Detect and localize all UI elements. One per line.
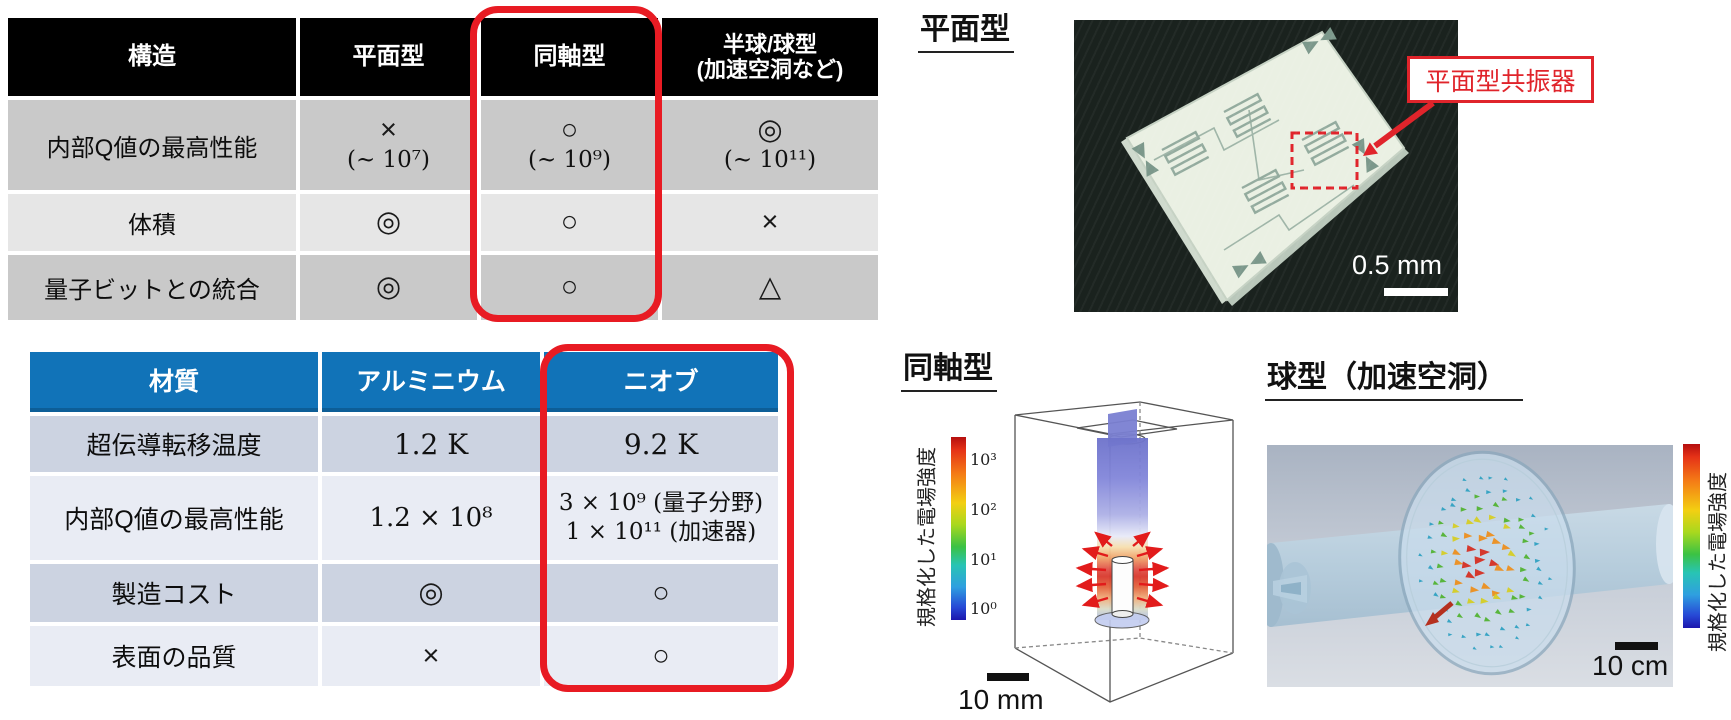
table1-cell: ○ [481, 255, 658, 320]
efield-arrows [1075, 531, 1170, 608]
coaxial-section-title: 同軸型 [901, 343, 997, 392]
table1-header-line1: 半球/球型 [722, 31, 818, 57]
rating-symbol: ◎ [375, 206, 402, 239]
table1-header-text: 同軸型 [533, 43, 606, 71]
table2-row-label: 表面の品質 [30, 626, 318, 686]
planar-section-title: 平面型 [918, 4, 1014, 53]
planar-scale-bar [1384, 288, 1448, 296]
spherical-section-title: 球型（加速空洞） [1265, 352, 1523, 401]
planar-resonator-callout: 平面型共振器 [1407, 56, 1594, 103]
coaxial-colorbar [951, 437, 966, 620]
table2-cell: ○ [544, 626, 778, 686]
rating-symbol: ○ [560, 206, 579, 239]
table2-cell: 1.2 × 10⁸ [322, 476, 540, 560]
table2-cell: ◎ [322, 564, 540, 622]
coaxial-column-highlight [470, 6, 662, 322]
rating-symbol: × [761, 206, 779, 239]
spherical-cavity-figure [1267, 445, 1673, 687]
table1-cell: ◎ [300, 255, 477, 320]
structure-comparison-table: 構造 平面型 同軸型 半球/球型 (加速空洞など) 内部Q値の最高性能 × (~… [8, 18, 878, 320]
table1-cell: △ [662, 255, 878, 320]
temperature-value: 9.2 K [623, 427, 699, 461]
rating-symbol: △ [758, 271, 782, 304]
table1-header-spherical: 半球/球型 (加速空洞など) [662, 18, 878, 96]
colorbar-tick: 10² [970, 500, 997, 519]
q-value: (~ 10¹¹) [723, 146, 817, 173]
rating-symbol: × [422, 639, 440, 672]
table1-cell: × [662, 194, 878, 251]
table1-cell: ◎ [300, 194, 477, 251]
spherical-colorbar-label: 規格化した電場強度 [1707, 472, 1730, 652]
field-arrow-glyphs [1418, 476, 1553, 650]
table1-header-line2: (加速空洞など) [696, 57, 844, 82]
rating-symbol: ◎ [375, 271, 402, 304]
q-value-line2: 1 × 10¹¹ (加速器) [565, 519, 757, 545]
material-comparison-table: 材質 アルミニウム ニオブ 超伝導転移温度 1.2 K 9.2 K 内部Q値の最… [30, 352, 778, 686]
table2-header-text: 材質 [148, 368, 199, 396]
rating-symbol: × [380, 114, 397, 147]
table2-cell: ○ [544, 564, 778, 622]
coaxial-scale-label: 10 mm [958, 684, 1044, 715]
table1-cell: ○ [481, 194, 658, 251]
table1-row-label: 量子ビットとの統合 [8, 255, 296, 320]
red-field-arrow [1425, 601, 1454, 626]
table1-cell: ◎ (~ 10¹¹) [662, 100, 878, 190]
table1-header-structure: 構造 [8, 18, 296, 96]
rating-symbol: ○ [560, 114, 579, 147]
coaxial-colorbar-label: 規格化した電場強度 [916, 447, 939, 627]
table2-row-label: 超伝導転移温度 [30, 416, 318, 472]
table1-header-coaxial: 同軸型 [481, 18, 658, 96]
rating-symbol: ◎ [418, 576, 444, 609]
table1-header-text: 平面型 [352, 43, 425, 71]
table1-cell: ○ (~ 10⁹) [481, 100, 658, 190]
table2-header-material: 材質 [30, 352, 318, 412]
table2-row-label: 製造コスト [30, 564, 318, 622]
spherical-cavity-drawing [1267, 450, 1673, 676]
table2-header-aluminum: アルミニウム [322, 352, 540, 412]
table1-header-text: 構造 [128, 43, 176, 71]
temperature-value: 1.2 K [393, 427, 469, 461]
spherical-scale-label: 10 cm [1592, 650, 1669, 681]
table2-cell: 3 × 10⁹ (量子分野) 1 × 10¹¹ (加速器) [544, 476, 778, 560]
callout-arrow-icon [1363, 100, 1435, 156]
planar-chip-drawing [1121, 26, 1409, 306]
rating-symbol: ○ [652, 639, 670, 672]
rating-symbol: ○ [652, 576, 670, 609]
chip-die [1125, 30, 1406, 302]
coaxial-simulation-figure [1014, 401, 1234, 703]
field-fin [1108, 409, 1137, 447]
table2-header-niobium: ニオブ [544, 352, 778, 412]
table1-row-label: 体積 [8, 194, 296, 251]
table2-cell: 1.2 K [322, 416, 540, 472]
cavity-disk [1398, 450, 1576, 676]
table2-row-label: 内部Q値の最高性能 [30, 476, 318, 560]
table2-cell: × [322, 626, 540, 686]
table1-cell: × (~ 10⁷) [300, 100, 477, 190]
planar-chip-photo [1074, 20, 1458, 312]
table1-row-label: 内部Q値の最高性能 [8, 100, 296, 190]
rating-symbol: ○ [560, 271, 579, 304]
table2-cell: 9.2 K [544, 416, 778, 472]
table2-header-text: ニオブ [623, 368, 699, 396]
spherical-scale-bar [1615, 642, 1658, 650]
q-value: 1.2 × 10⁸ [369, 503, 493, 533]
rating-symbol: ◎ [757, 114, 783, 147]
coupler-nozzle [1273, 562, 1311, 614]
q-value: (~ 10⁹) [527, 146, 611, 173]
spherical-colorbar [1683, 444, 1700, 628]
q-value: (~ 10⁷) [346, 146, 430, 173]
colorbar-tick: 10⁰ [970, 599, 997, 618]
table2-header-text: アルミニウム [356, 368, 506, 396]
colorbar-tick: 10¹ [970, 550, 997, 569]
colorbar-tick: 10³ [970, 450, 997, 469]
coaxial-scale-bar [987, 673, 1029, 681]
table1-header-planar: 平面型 [300, 18, 477, 96]
photo-texture [1074, 20, 1458, 312]
q-value-line1: 3 × 10⁹ (量子分野) [558, 490, 764, 517]
niobium-column-highlight [540, 344, 794, 692]
planar-resonator-dashed-box [1290, 131, 1359, 190]
center-post [1111, 556, 1134, 618]
planar-scale-label: 0.5 mm [1352, 250, 1443, 280]
